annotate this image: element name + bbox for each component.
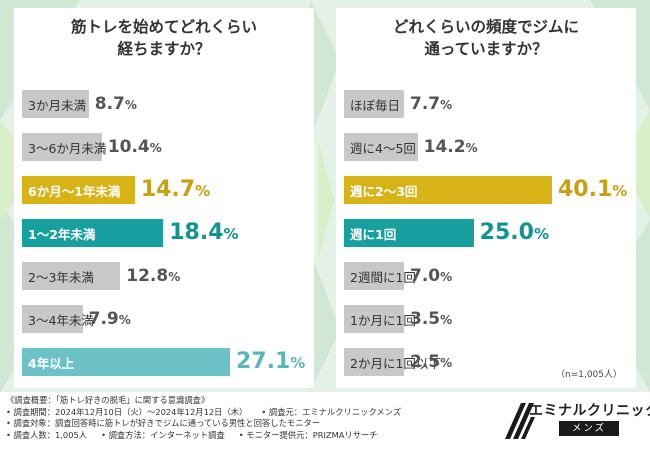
bar-value-label: 2.5% (410, 352, 453, 372)
bar-value-label: 7.9% (88, 309, 131, 329)
bar-duration-0: 3か月未満 (22, 90, 89, 118)
survey-item: • 調査元：エミナルクリニックメンズ (261, 406, 402, 417)
bar-label: ほぼ毎日 (350, 97, 401, 113)
survey-item: • 調査方法：インターネット調査 (101, 429, 225, 440)
bar-fill (344, 176, 552, 204)
bar-label: 2～3年未満 (28, 269, 94, 285)
bar-label: 2か月に1回以下 (350, 355, 441, 371)
bar-value-label: 40.1% (558, 177, 628, 202)
logo-name: エミナルクリニック (529, 403, 650, 419)
bar-fill (344, 262, 404, 290)
logo-sub: メンズ (559, 421, 619, 436)
bar-value-label: 14.2% (423, 137, 478, 157)
bar-duration-1: 3～6か月未満 (22, 133, 106, 161)
bar-frequency-5: 1か月に1回 (344, 305, 416, 333)
bar-label: 2週間に1回 (350, 269, 416, 285)
survey-item: • 調査期間：2024年12月10日（火）～2024年12月12日（木） (6, 406, 248, 417)
bar-fill (22, 133, 102, 161)
survey-line-2: • 調査対象：調査回答時に筋トレが好きでジムに通っている男性と回答したモニター (6, 418, 401, 430)
bar-value-label: 10.4% (107, 137, 162, 157)
bar-value-label: 7.7% (410, 94, 453, 114)
bar-value-label: 27.1% (236, 349, 306, 374)
bar-label: 週に1回 (350, 226, 397, 242)
duration-question-line-1: 筋トレを始めてどれくらい (70, 18, 257, 36)
frequency-question: どれくらいの頻度でジムに 通っていますか？ (336, 16, 636, 60)
bar-value-label: 3.5% (410, 309, 453, 329)
survey-item: • 調査対象：調査回答時に筋トレが好きでジムに通っている男性と回答したモニター (6, 418, 321, 428)
duration-question: 筋トレを始めてどれくらい 経ちますか？ (14, 16, 314, 60)
bar-value-label: 25.0% (479, 220, 549, 245)
survey-line-3: • 調査人数：1,005人 • 調査方法：インターネット調査 • モニター提供元：P… (6, 430, 401, 442)
frequency-question-line-1: どれくらいの頻度でジムに (392, 18, 579, 36)
bar-fill (22, 262, 121, 290)
bar-value-label: 8.7% (94, 94, 137, 114)
bar-frequency-2: 週に2～3回 (344, 176, 552, 204)
bar-frequency-6: 2か月に1回以下 (344, 348, 441, 376)
duration-bars: 3か月未満 8.7% 3～6か月未満 10.4% 6か月～1年未満 14.7% 1～2年未満… (14, 8, 314, 388)
bar-label: 週に4～5回 (350, 140, 416, 156)
bar-label: 4年以上 (28, 355, 75, 371)
bar-fill (344, 348, 404, 376)
survey-line-0: 《調査概要：「筋トレ好きの脱毛」に関する意識調査》 (6, 395, 401, 407)
bar-duration-2: 6か月～1年未満 (22, 176, 135, 204)
bar-value-label: 14.7% (140, 177, 211, 202)
survey-item: • 調査人数：1,005人 (6, 429, 88, 440)
survey-line-1: • 調査期間：2024年12月10日（火）～2024年12月12日（木） • 調査… (6, 407, 401, 419)
bar-fill (344, 133, 418, 161)
bar-label: 週に2～3回 (350, 183, 418, 199)
bar-label: 1～2年未満 (28, 226, 96, 242)
bar-label: 3～4年未満 (28, 312, 94, 328)
bar-frequency-4: 2週間に1回 (344, 262, 416, 290)
bar-duration-6: 4年以上 (22, 348, 230, 376)
bar-duration-5: 3～4年未満 (22, 305, 94, 333)
bar-fill (22, 348, 230, 376)
bar-label: 6か月～1年未満 (28, 183, 121, 199)
bar-fill (22, 219, 164, 247)
bar-fill (344, 219, 474, 247)
survey-item: • モニター提供元：PRIZMAリサーチ (238, 429, 378, 440)
sample-size-note: （n=1,005人） (555, 370, 622, 380)
bar-fill (22, 305, 83, 333)
bar-value-label: 7.0% (410, 266, 453, 286)
bar-frequency-0: ほぼ毎日 (344, 90, 404, 118)
survey-footer: 《調査概要：「筋トレ好きの脱毛」に関する意識調査》 • 調査期間：2024年12月… (0, 392, 650, 450)
bar-fill (344, 90, 404, 118)
bar-value-label: 18.4% (169, 220, 239, 245)
bar-frequency-3: 週に1回 (344, 219, 474, 247)
survey-item: 《調査概要：「筋トレ好きの脱毛」に関する意識調査》 (6, 395, 210, 405)
bar-value-label: 12.8% (126, 266, 181, 286)
bar-label: 1か月に1回 (350, 312, 416, 328)
bar-fill (344, 305, 404, 333)
bar-label: 3か月未満 (28, 97, 86, 113)
bar-fill (22, 176, 135, 204)
duration-question-line-2: 経ちますか？ (117, 40, 211, 58)
bar-frequency-1: 週に4～5回 (344, 133, 418, 161)
duration-chart-card: 筋トレを始めてどれくらい 経ちますか？ 3か月未満 8.7% 3～6か月未満 10.4… (14, 8, 314, 388)
bar-duration-3: 1～2年未満 (22, 219, 164, 247)
survey-summary: 《調査概要：「筋トレ好きの脱毛」に関する意識調査》 • 調査期間：2024年12月… (6, 395, 401, 441)
bar-duration-4: 2～3年未満 (22, 262, 121, 290)
bar-fill (22, 90, 89, 118)
frequency-bars: ほぼ毎日 7.7% 週に4～5回 14.2% 週に2～3回 40.1% 週に1回 25.0% 2… (336, 8, 636, 388)
frequency-question-line-2: 通っていますか？ (424, 40, 548, 58)
logo-mark-icon (505, 403, 535, 439)
bar-label: 3～6か月未満 (28, 140, 107, 156)
frequency-chart-card: どれくらいの頻度でジムに 通っていますか？ ほぼ毎日 7.7% 週に4～5回 14.2… (336, 8, 636, 388)
clinic-logo: エミナルクリニック メンズ (495, 395, 650, 447)
